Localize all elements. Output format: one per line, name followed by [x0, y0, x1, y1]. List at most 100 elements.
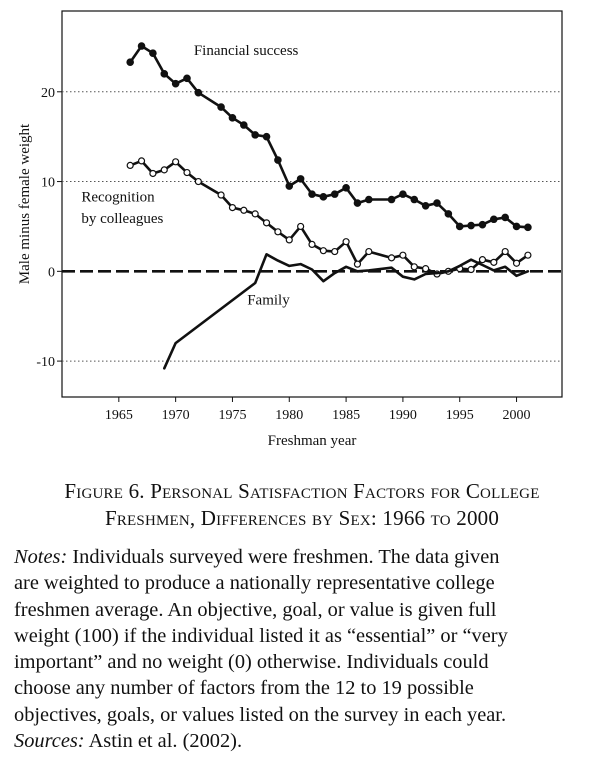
data-point: [524, 251, 532, 259]
figure-title-line1: Personal Satisfaction Factors for Colleg…: [150, 479, 540, 503]
notes-block: Notes: Individuals surveyed were freshme…: [14, 544, 592, 754]
figure-title-line2: Freshmen, Differences by Sex: 1966 to 20…: [104, 506, 500, 530]
data-point: [331, 247, 339, 256]
x-tick-label: 1975: [218, 408, 246, 423]
x-tick-label: 1985: [332, 408, 360, 423]
data-point: [137, 157, 146, 165]
notes-text-6: choose any number of factors from the 12…: [14, 677, 474, 700]
data-point: [217, 191, 225, 199]
data-point: [387, 195, 396, 204]
data-point: [399, 190, 407, 198]
data-point: [421, 201, 430, 210]
figure-label: Figure 6.: [64, 479, 145, 503]
data-point: [308, 190, 316, 198]
x-tick-label: 1970: [162, 408, 190, 423]
data-point: [433, 199, 441, 207]
data-point: [399, 251, 407, 259]
data-point: [228, 114, 237, 122]
series-line-0: [128, 44, 530, 229]
notes-text-5: important” and no weight (0) otherwise. …: [14, 651, 489, 674]
data-point: [183, 168, 191, 177]
series-annotation: by colleagues: [81, 211, 163, 227]
sources-text: Astin et al. (2002).: [88, 730, 243, 753]
data-point: [308, 240, 316, 248]
figure-caption-line1: Figure 6. Personal Satisfaction Factors …: [0, 478, 604, 505]
data-point: [353, 199, 362, 207]
data-point: [467, 265, 475, 274]
plot-frame: [61, 10, 563, 398]
data-point: [501, 213, 509, 222]
data-point: [455, 222, 464, 231]
data-point: [524, 223, 532, 232]
data-point: [160, 70, 169, 78]
data-point: [171, 79, 180, 88]
data-point: [296, 175, 305, 183]
y-tick-label: -10: [36, 355, 55, 370]
data-point: [160, 166, 168, 174]
sources-label: Sources:: [14, 730, 85, 753]
data-point: [137, 42, 146, 50]
data-point: [490, 258, 498, 266]
data-point: [240, 206, 248, 214]
y-axis-label: Male minus female weight: [17, 123, 33, 284]
data-point: [387, 254, 396, 262]
x-tick-label: 1995: [446, 408, 474, 423]
series-line-1: [128, 159, 530, 276]
data-point: [274, 156, 282, 164]
x-tick-label: 1965: [105, 408, 133, 423]
y-tick-label: 10: [41, 176, 55, 191]
data-point: [217, 103, 225, 111]
data-point: [478, 220, 487, 229]
notes-text-7: objectives, goals, or values listed on t…: [14, 703, 507, 726]
series-annotation: Family: [247, 293, 290, 309]
data-point: [297, 222, 305, 231]
series-annotation: Financial success: [194, 43, 299, 59]
data-point: [467, 221, 475, 230]
data-point: [422, 265, 430, 273]
data-point: [251, 210, 259, 218]
data-point: [319, 247, 327, 255]
chart: -10 0 10 20 1965 1970 1975 1980 1985 1990 1995 2000…: [17, 10, 563, 449]
x-tick-label: 1990: [389, 408, 417, 423]
data-point: [149, 169, 157, 178]
data-point: [353, 260, 362, 268]
data-point: [330, 190, 339, 198]
series-annotation: Recognition: [81, 189, 155, 205]
data-point: [365, 247, 373, 256]
notes-label: Notes:: [14, 546, 68, 568]
data-point: [183, 74, 191, 83]
data-point: [501, 247, 509, 256]
x-tick-label: 1980: [275, 408, 303, 423]
data-point: [274, 228, 282, 236]
data-point: [285, 236, 293, 244]
data-point: [342, 184, 350, 192]
data-point: [512, 259, 521, 267]
notes-text-4: weight (100) if the individual listed it…: [14, 624, 508, 647]
data-point: [444, 210, 453, 218]
data-point: [490, 215, 498, 224]
data-point: [262, 219, 271, 227]
data-point: [365, 195, 373, 204]
data-point: [319, 193, 328, 201]
sources-line: Sources: Astin et al. (2002).: [14, 728, 592, 754]
data-point: [478, 256, 487, 264]
data-point: [126, 58, 134, 66]
x-tick-label: 2000: [503, 408, 531, 423]
y-tick-label: 0: [48, 265, 55, 280]
notes-line: Notes: Individuals surveyed were freshme…: [14, 544, 592, 570]
series-line-2: [163, 253, 530, 370]
notes-text-2: are weighted to produce a nationally rep…: [14, 572, 495, 595]
data-point: [410, 263, 418, 271]
data-point: [194, 88, 203, 97]
y-tick-label: 20: [41, 86, 55, 101]
data-point: [262, 132, 271, 141]
data-point: [228, 203, 237, 212]
data-point: [149, 49, 157, 57]
data-point: [251, 131, 259, 139]
data-point: [194, 177, 202, 186]
notes-text-3: freshmen average. An objective, goal, or…: [14, 598, 497, 621]
notes-text-1: Individuals surveyed were freshmen. The …: [72, 546, 500, 568]
data-point: [240, 121, 248, 129]
data-point: [342, 238, 350, 246]
data-point: [172, 158, 180, 166]
